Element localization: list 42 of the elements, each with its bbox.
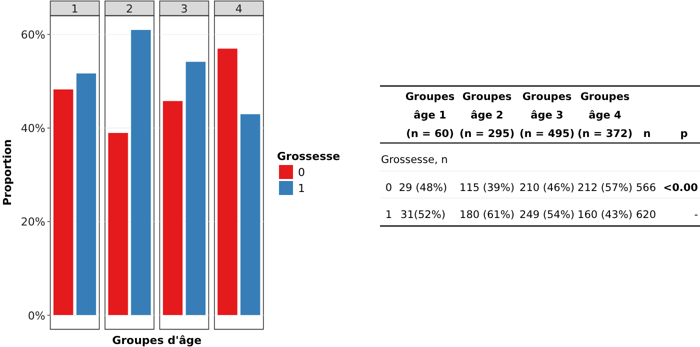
category-label: 3: [180, 2, 188, 16]
bar: [185, 61, 206, 316]
text: 31(52%): [400, 209, 446, 221]
y-tick-label: 40%: [20, 122, 46, 136]
bar: [76, 73, 96, 316]
category-label: Grossesse, n: [381, 154, 448, 166]
text: 620: [636, 209, 656, 221]
text: 180 (61%): [460, 209, 514, 221]
x-axis-title: Groupes d'âge: [112, 334, 202, 347]
bar: [217, 48, 238, 316]
category-label: 1: [385, 209, 392, 221]
category-label: 4: [235, 2, 242, 16]
category-label: Groupes âge 3 (n = 495): [519, 91, 575, 140]
y-tick-label: 0%: [28, 309, 46, 322]
bar: [130, 30, 152, 316]
legend-title: Grossesse: [277, 150, 340, 163]
text: 212 (57%): [578, 182, 632, 194]
y-axis-title: Proportion: [1, 139, 14, 206]
bar: [108, 132, 128, 316]
legend-label: 1: [298, 182, 305, 195]
bar: [53, 88, 74, 316]
category-label: 2: [126, 2, 133, 16]
text: 29 (48%): [398, 182, 448, 194]
bar: [162, 100, 184, 316]
category-label: p: [680, 128, 688, 140]
y-tick-label: 60%: [20, 28, 46, 42]
text: 210 (46%): [520, 182, 574, 194]
text: 249 (54%): [520, 209, 574, 221]
category-label: 0: [385, 182, 392, 194]
bar: [240, 114, 261, 316]
text: -: [694, 209, 698, 221]
category-label: n: [643, 128, 651, 140]
y-tick-label: 20%: [20, 216, 46, 229]
text: 566: [636, 182, 656, 194]
legend-label: 0: [298, 166, 305, 179]
category-label: 1: [71, 2, 78, 16]
text: 115 (39%): [460, 182, 514, 194]
category-label: Groupes âge 2 (n = 295): [459, 91, 515, 140]
text: 160 (43%): [578, 209, 632, 221]
category-label: Groupes âge 1 (n = 60): [405, 91, 455, 140]
category-label: Groupes âge 4 (n = 372): [577, 91, 633, 140]
text: <0.00: [663, 182, 698, 194]
